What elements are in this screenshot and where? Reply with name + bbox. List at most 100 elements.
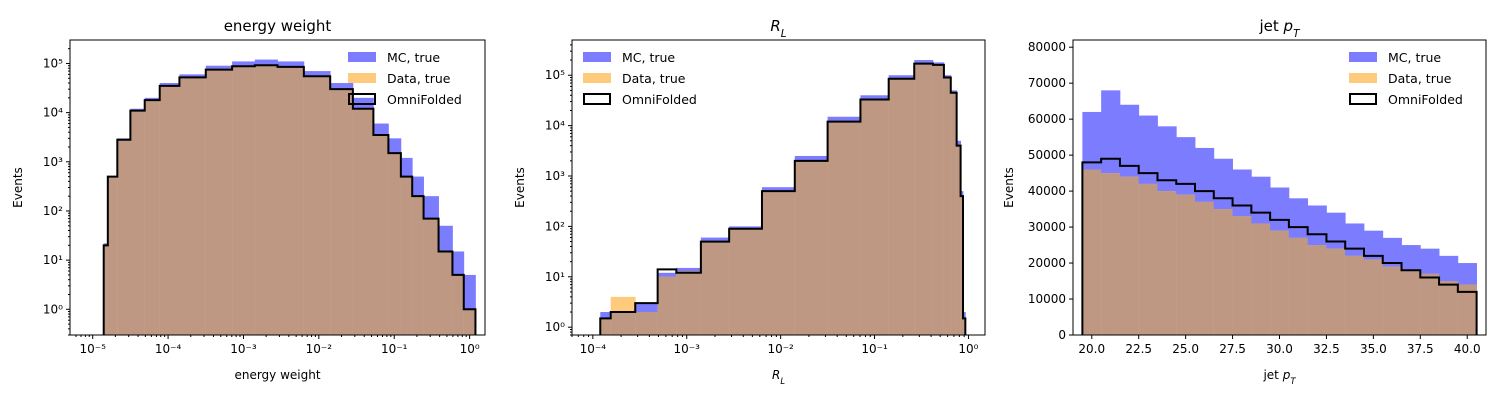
- overlap-bar: [159, 85, 180, 335]
- overlap-bar: [700, 241, 730, 335]
- y-tick-label: 10⁰: [545, 320, 565, 334]
- overlap-bar: [179, 77, 207, 335]
- overlap-bar: [1157, 191, 1177, 335]
- overlap-bar: [1420, 273, 1440, 335]
- overlap-bar: [1307, 245, 1327, 335]
- y-tick-label: 10³: [43, 155, 63, 169]
- x-tick-label: 37.5: [1407, 342, 1434, 356]
- overlap-bar: [412, 196, 424, 335]
- energy-weight-legend: MC, true Data, true OmniFolded: [348, 50, 462, 107]
- y-tick-label: 10⁵: [545, 68, 565, 82]
- x-tick-label: 10⁻⁴: [155, 342, 182, 356]
- x-tick-label: 30.0: [1266, 342, 1293, 356]
- overlap-bar: [1251, 223, 1271, 335]
- overlap-bar: [400, 176, 413, 335]
- y-tick-label: 10²: [43, 204, 63, 218]
- overlap-bar: [960, 196, 964, 335]
- x-tick-label: 10⁻³: [230, 342, 257, 356]
- x-tick-label: 27.5: [1219, 342, 1246, 356]
- y-tick-label: 10⁵: [43, 56, 63, 70]
- jet-pt-legend: MC, true Data, true OmniFolded: [1349, 50, 1463, 107]
- legend-label: Data, true: [1388, 71, 1452, 86]
- legend-label: MC, true: [622, 50, 675, 65]
- overlap-bar: [1288, 237, 1309, 335]
- overlap-bar: [1401, 270, 1421, 335]
- y-tick-label: 10³: [545, 169, 565, 183]
- y-axis-label: Events: [513, 167, 527, 208]
- x-axis-label: RL: [772, 368, 785, 386]
- overlap-bar: [1101, 173, 1121, 335]
- legend-label: Data, true: [387, 71, 451, 86]
- overlap-bar: [950, 92, 958, 335]
- overlap-bar: [388, 153, 402, 335]
- legend-swatch: [348, 93, 376, 105]
- y-tick-label: 10¹: [545, 270, 565, 284]
- legend-swatch: [1349, 73, 1377, 83]
- jet-pt-histogram-bars: [1081, 90, 1478, 335]
- legend-swatch: [1349, 52, 1377, 62]
- x-axis-label: energy weight: [234, 368, 320, 382]
- x-tick-label: 10⁻²: [306, 342, 333, 356]
- rl-histogram-bars: [599, 60, 967, 335]
- rl-legend: MC, true Data, true OmniFolded: [583, 50, 697, 107]
- overlap-bar: [1270, 230, 1290, 335]
- overlap-bar: [1082, 169, 1102, 335]
- overlap-bar: [1439, 281, 1459, 335]
- overlap-bar: [1232, 216, 1252, 335]
- overlap-bar: [932, 64, 945, 335]
- overlap-bar: [676, 271, 702, 335]
- overlap-bar: [943, 77, 952, 335]
- overlap-bar: [657, 276, 677, 335]
- x-tick-label: 10⁻²: [767, 342, 794, 356]
- x-tick-label: 32.5: [1313, 342, 1340, 356]
- x-tick-label: 22.5: [1125, 342, 1152, 356]
- legend-label: Data, true: [622, 71, 686, 86]
- legend-swatch: [583, 73, 611, 83]
- x-tick-label: 10⁻¹: [381, 342, 408, 356]
- y-tick-label: 60000: [1028, 112, 1066, 126]
- overlap-bar: [600, 318, 612, 335]
- y-tick-label: 80000: [1028, 40, 1066, 54]
- x-tick-label: 35.0: [1360, 342, 1387, 356]
- overlap-bar: [103, 245, 109, 335]
- x-tick-label: 10⁰: [958, 342, 978, 356]
- legend-swatch: [1349, 93, 1377, 105]
- legend-label: OmniFolded: [387, 92, 462, 107]
- overlap-bar: [729, 228, 763, 335]
- rl-panel: 10⁻⁴ 10⁻³ 10⁻² 10⁻¹ 10⁰ 10⁰ 10¹ 10² 10³ 10⁴ 10⁵ RL R…: [513, 17, 986, 386]
- y-tick-label: 30000: [1028, 220, 1066, 234]
- overlap-bar: [956, 145, 961, 335]
- overlap-bar: [330, 89, 354, 335]
- energy-weight-histogram-bars: [102, 59, 477, 335]
- x-tick-label: 10⁻³: [674, 342, 701, 356]
- x-tick-label: 40.0: [1454, 342, 1481, 356]
- overlap-bar: [888, 78, 915, 335]
- overlap-bar: [423, 218, 439, 335]
- omnifolded-step-line: [1081, 157, 1478, 335]
- overlap-bar: [205, 69, 233, 335]
- x-tick-label: 10⁻⁵: [79, 342, 106, 356]
- legend-label: MC, true: [1388, 50, 1441, 65]
- y-tick-label: 10⁴: [545, 119, 565, 133]
- overlap-bar: [1138, 183, 1158, 335]
- overlap-bar: [232, 66, 256, 335]
- overlap-bar: [1382, 266, 1402, 335]
- x-tick-label: 10⁻⁴: [580, 342, 607, 356]
- y-axis-label: Events: [11, 167, 25, 208]
- overlap-bar: [107, 176, 118, 335]
- overlap-bar: [144, 100, 161, 335]
- y-tick-label: 40000: [1028, 184, 1066, 198]
- overlap-bar: [610, 312, 636, 335]
- overlap-bar: [1363, 259, 1384, 335]
- legend-swatch: [348, 73, 376, 83]
- overlap-bar: [635, 312, 659, 335]
- energy-weight-panel: 10⁻⁵ 10⁻⁴ 10⁻³ 10⁻² 10⁻¹ 10⁰ 10⁰ 10¹ 10² 10³ 10⁴ 10…: [11, 17, 486, 382]
- overlap-bar: [277, 66, 305, 335]
- overlap-bar: [1345, 255, 1365, 335]
- overlap-bar: [117, 139, 131, 335]
- y-tick-label: 10⁰: [43, 302, 63, 316]
- overlap-bar: [914, 63, 934, 335]
- legend-swatch: [348, 52, 376, 62]
- y-tick-label: 10⁴: [43, 106, 63, 120]
